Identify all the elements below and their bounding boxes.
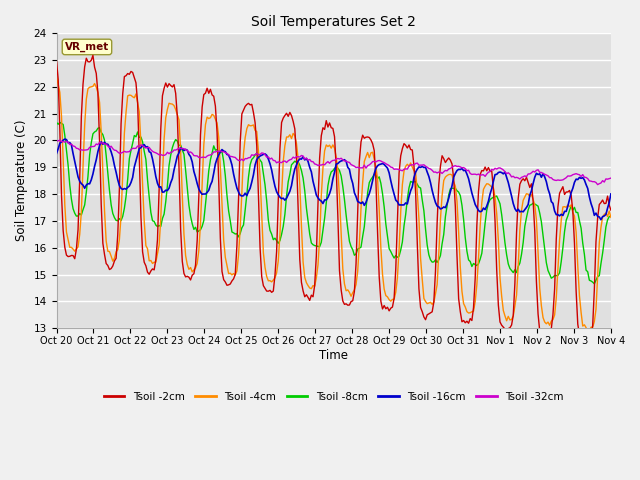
- Tsoil -4cm: [364, 150, 371, 156]
- Tsoil -8cm: [365, 180, 373, 185]
- Text: VR_met: VR_met: [65, 42, 109, 52]
- Tsoil -8cm: [177, 142, 184, 148]
- Tsoil -32cm: [515, 175, 522, 181]
- Tsoil -32cm: [607, 175, 614, 181]
- Line: Tsoil -16cm: Tsoil -16cm: [56, 139, 611, 220]
- Tsoil -16cm: [60, 137, 67, 143]
- Tsoil -2cm: [607, 207, 614, 213]
- Line: Tsoil -4cm: Tsoil -4cm: [56, 77, 611, 334]
- Tsoil -16cm: [177, 145, 184, 151]
- Tsoil -16cm: [515, 206, 522, 212]
- Tsoil -8cm: [56, 120, 63, 125]
- Tsoil -2cm: [89, 52, 97, 58]
- Tsoil -8cm: [508, 268, 515, 274]
- Tsoil -2cm: [220, 277, 227, 283]
- X-axis label: Time: Time: [319, 349, 348, 362]
- Tsoil -4cm: [60, 156, 67, 162]
- Tsoil -2cm: [60, 228, 67, 233]
- Tsoil -4cm: [607, 215, 614, 220]
- Tsoil -2cm: [582, 339, 590, 345]
- Line: Tsoil -8cm: Tsoil -8cm: [56, 122, 611, 284]
- Line: Tsoil -2cm: Tsoil -2cm: [56, 55, 611, 342]
- Tsoil -16cm: [365, 191, 373, 197]
- Tsoil -8cm: [61, 132, 68, 138]
- Tsoil -32cm: [177, 145, 184, 151]
- Tsoil -32cm: [508, 174, 515, 180]
- Tsoil -2cm: [365, 134, 373, 140]
- Tsoil -8cm: [591, 281, 598, 287]
- Tsoil -16cm: [607, 191, 614, 197]
- Tsoil -4cm: [506, 317, 514, 323]
- Tsoil -32cm: [61, 139, 68, 145]
- Tsoil -16cm: [508, 193, 515, 199]
- Tsoil -32cm: [52, 138, 60, 144]
- Tsoil -16cm: [597, 217, 605, 223]
- Tsoil -8cm: [52, 120, 60, 125]
- Tsoil -4cm: [584, 331, 591, 336]
- Tsoil -32cm: [56, 137, 63, 143]
- Tsoil -32cm: [365, 162, 373, 168]
- Tsoil -2cm: [52, 58, 60, 64]
- Tsoil -8cm: [220, 158, 227, 164]
- Tsoil -2cm: [508, 322, 515, 328]
- Line: Tsoil -32cm: Tsoil -32cm: [56, 140, 611, 185]
- Tsoil -2cm: [177, 226, 184, 232]
- Legend: Tsoil -2cm, Tsoil -4cm, Tsoil -8cm, Tsoil -16cm, Tsoil -32cm: Tsoil -2cm, Tsoil -4cm, Tsoil -8cm, Tsoi…: [99, 387, 568, 406]
- Tsoil -16cm: [220, 148, 227, 154]
- Tsoil -4cm: [52, 74, 60, 80]
- Tsoil -16cm: [52, 151, 60, 156]
- Tsoil -8cm: [607, 214, 614, 219]
- Tsoil -16cm: [61, 136, 68, 142]
- Tsoil -32cm: [220, 149, 227, 155]
- Tsoil -4cm: [218, 202, 226, 207]
- Y-axis label: Soil Temperature (C): Soil Temperature (C): [15, 120, 28, 241]
- Title: Soil Temperatures Set 2: Soil Temperatures Set 2: [252, 15, 416, 29]
- Tsoil -4cm: [175, 117, 183, 123]
- Tsoil -2cm: [515, 196, 522, 202]
- Tsoil -32cm: [594, 182, 602, 188]
- Tsoil -4cm: [513, 292, 520, 298]
- Tsoil -8cm: [515, 264, 522, 269]
